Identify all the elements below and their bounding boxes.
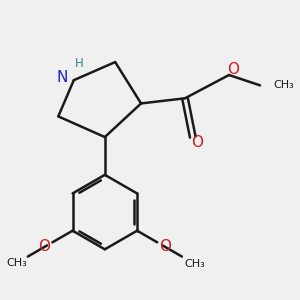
Text: CH₃: CH₃ xyxy=(184,259,205,269)
Text: CH₃: CH₃ xyxy=(273,80,294,90)
Text: N: N xyxy=(57,70,68,85)
Text: O: O xyxy=(159,239,171,254)
Text: O: O xyxy=(227,62,239,77)
Text: O: O xyxy=(38,239,50,254)
Text: O: O xyxy=(191,135,203,150)
Text: H: H xyxy=(75,57,83,70)
Text: CH₃: CH₃ xyxy=(6,258,27,268)
